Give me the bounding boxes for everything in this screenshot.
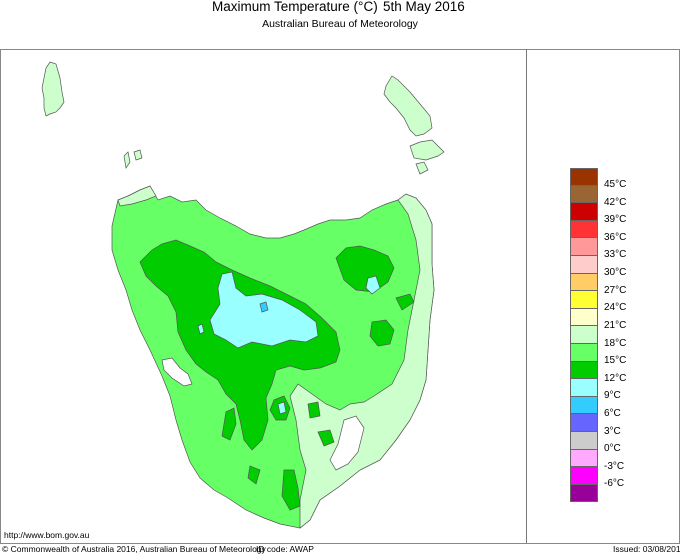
- legend-label: 21°C: [604, 320, 627, 331]
- legend-label: 27°C: [604, 285, 627, 296]
- cape-barren-island: [409, 139, 445, 161]
- legend-swatch: [570, 326, 598, 344]
- legend-label: -6°C: [604, 478, 625, 489]
- legend-label: 15°C: [604, 355, 627, 366]
- legend-swatch: [570, 308, 598, 327]
- legend-label: 9°C: [604, 390, 621, 401]
- legend-label: 3°C: [604, 426, 621, 437]
- legend-label: 18°C: [604, 338, 627, 349]
- frame-divider: [526, 49, 527, 543]
- flinders-island: [383, 75, 433, 137]
- issued-date: Issued: 03/08/2016: [613, 544, 680, 554]
- legend-swatch: [570, 291, 598, 309]
- legend-label: 30°C: [604, 267, 627, 278]
- king-island: [41, 61, 65, 117]
- legend-swatch: [570, 449, 598, 468]
- legend-swatch: [570, 484, 598, 503]
- source-url: http://www.bom.gov.au: [4, 530, 90, 540]
- legend-swatch: [570, 414, 598, 432]
- legend-label: 39°C: [604, 214, 627, 225]
- legend-swatch: [570, 431, 598, 450]
- legend-swatch: [570, 220, 598, 239]
- legend-swatch: [570, 396, 598, 415]
- legend-label: 33°C: [604, 249, 627, 260]
- copyright: © Commonwealth of Australia 2016, Austra…: [2, 544, 266, 554]
- legend-label: 42°C: [604, 197, 627, 208]
- macquarie-harbour: [161, 357, 193, 387]
- legend-colorbar: [570, 168, 598, 503]
- legend-swatch: [570, 238, 598, 256]
- subtitle: Australian Bureau of Meteorology: [262, 18, 418, 30]
- legend-label: -3°C: [604, 461, 625, 472]
- legend-swatch: [570, 168, 598, 186]
- zone-9c: [259, 301, 269, 313]
- legend-swatch: [570, 203, 598, 221]
- zone-15c-ne: [335, 245, 395, 293]
- title-variable: Maximum Temperature (°C): [212, 0, 378, 14]
- legend-label: 12°C: [604, 373, 627, 384]
- chart-title: Maximum Temperature (°C) 5th May 2016: [0, 0, 680, 17]
- temperature-map: [41, 61, 445, 529]
- legend-swatch: [570, 273, 598, 292]
- legend-swatch: [570, 255, 598, 274]
- legend-swatch: [570, 467, 598, 485]
- title-date: 5th May 2016: [383, 0, 465, 14]
- legend-label: 24°C: [604, 302, 627, 313]
- legend-swatch: [570, 379, 598, 397]
- legend-swatch: [570, 343, 598, 362]
- legend-swatch: [570, 185, 598, 204]
- legend-swatch: [570, 361, 598, 380]
- id-code: ID code: AWAP: [256, 544, 314, 554]
- legend-label: 0°C: [604, 443, 621, 454]
- legend-label: 6°C: [604, 408, 621, 419]
- legend-label: 36°C: [604, 232, 627, 243]
- legend-label: 45°C: [604, 179, 627, 190]
